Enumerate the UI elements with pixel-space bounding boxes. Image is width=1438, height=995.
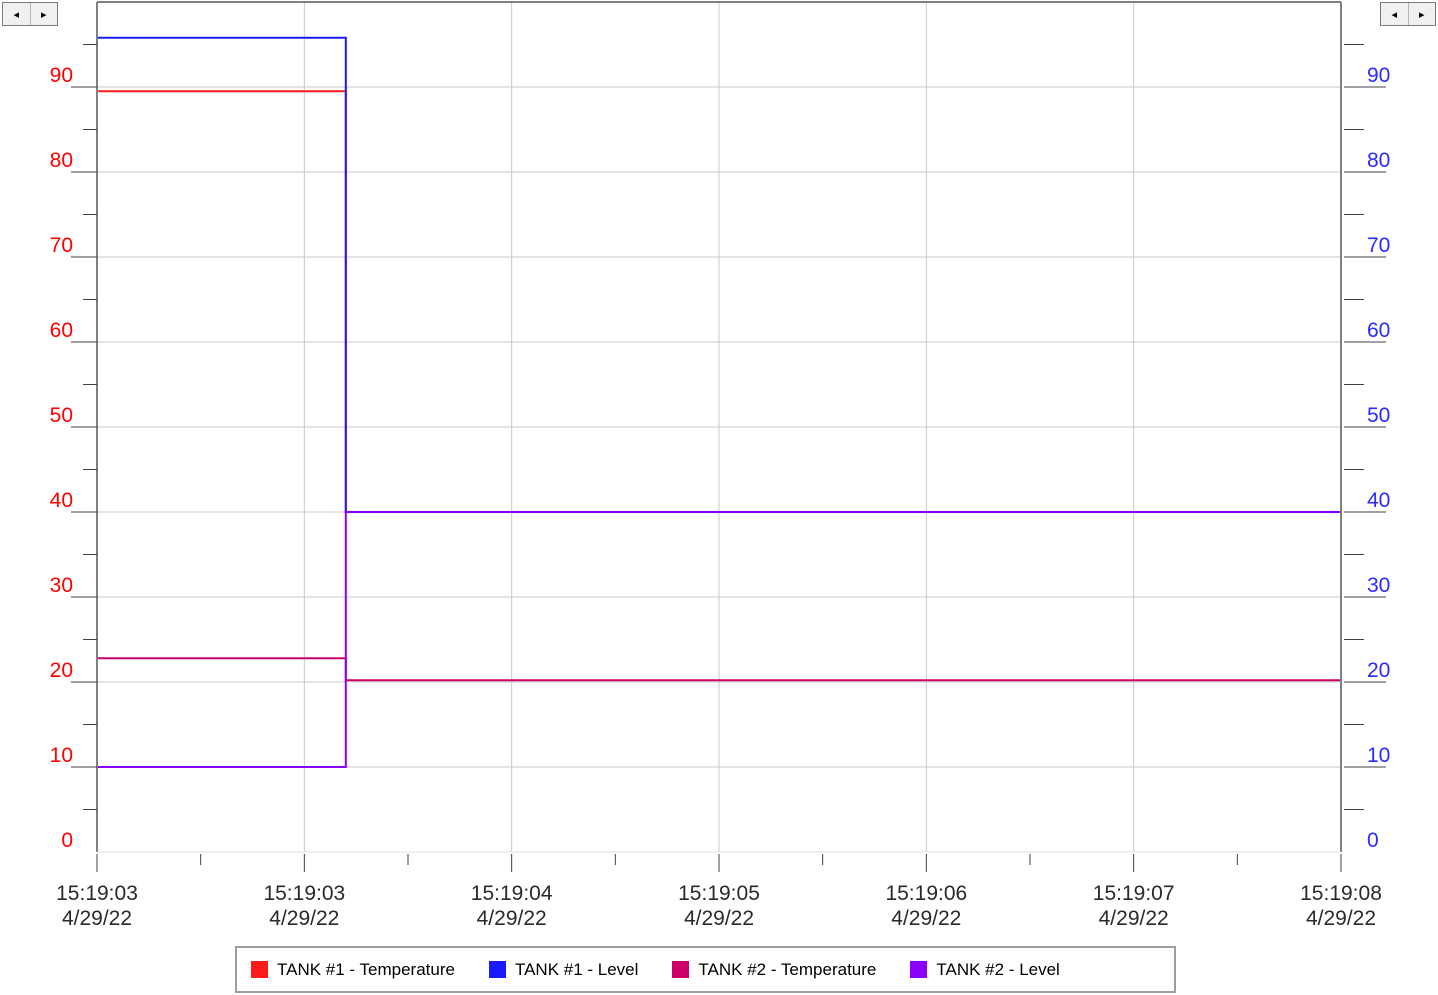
legend-label: TANK #1 - Level [514, 959, 639, 979]
scroll-right-button[interactable]: ▸ [40, 8, 47, 21]
chart-legend: TANK #1 - Temperature TANK #1 - Level TA… [235, 946, 1176, 993]
right-y-tick-label: 80 [1367, 149, 1390, 172]
right-y-tick-label: 0 [1367, 829, 1379, 852]
legend-item[interactable]: TANK #1 - Level [488, 959, 639, 980]
series-lines [97, 36, 1341, 768]
legend-label: TANK #2 - Temperature [698, 959, 877, 979]
legend-swatch [251, 961, 268, 978]
right-y-tick-label: 40 [1367, 489, 1390, 512]
right-y-tick-label: 30 [1367, 574, 1390, 597]
axes [71, 1, 1386, 872]
x-tick-date-label: 4/29/22 [684, 907, 754, 930]
chart-area: 0 10 20 30 40 50 60 70 80 90 0 10 20 30 40 50 60 70 80 90 15… [50, 1, 1391, 930]
right-y-tick-label: 70 [1367, 234, 1390, 257]
x-tick-time-label: 15:19:04 [471, 882, 553, 905]
x-tick-date-label: 4/29/22 [269, 907, 339, 930]
x-tick-time-label: 15:19:03 [263, 882, 345, 905]
right-axis-scroll-buttons: ◂ ▸ [1380, 2, 1436, 26]
x-tick-date-label: 4/29/22 [477, 907, 547, 930]
left-y-tick-label: 30 [50, 574, 73, 597]
x-tick-time-label: 15:19:05 [678, 882, 760, 905]
left-y-tick-label: 50 [50, 404, 73, 427]
right-y-tick-label: 10 [1367, 744, 1390, 767]
legend-item[interactable]: TANK #2 - Level [910, 959, 1060, 980]
left-y-tick-label: 10 [50, 744, 73, 767]
tick-labels: 0 10 20 30 40 50 60 70 80 90 0 10 20 30 40 50 60 70 80 90 15… [50, 64, 1391, 930]
right-y-tick-label: 50 [1367, 404, 1390, 427]
right-y-tick-label: 20 [1367, 659, 1390, 682]
legend-swatch [672, 961, 690, 978]
legend-item[interactable]: TANK #1 - Temperature [251, 960, 455, 980]
legend-swatch [910, 961, 928, 978]
series-line [97, 511, 1341, 768]
legend-label: TANK #1 - Temperature [277, 959, 455, 979]
x-tick-date-label: 4/29/22 [1099, 907, 1169, 930]
x-tick-date-label: 4/29/22 [62, 907, 132, 930]
left-y-tick-label: 90 [50, 64, 73, 87]
right-y-tick-label: 90 [1367, 64, 1390, 87]
left-y-tick-label: 70 [50, 234, 73, 257]
right-y-tick-label: 60 [1367, 319, 1390, 342]
left-y-tick-label: 40 [50, 489, 73, 512]
legend-label: TANK #2 - Level [936, 959, 1060, 979]
left-y-tick-label: 80 [50, 149, 73, 172]
x-tick-time-label: 15:19:07 [1093, 882, 1175, 905]
scroll-right-button[interactable]: ▸ [1418, 8, 1425, 21]
x-tick-time-label: 15:19:06 [885, 882, 967, 905]
legend-swatch [488, 961, 506, 978]
scroll-left-button[interactable]: ◂ [3, 3, 31, 25]
x-tick-time-label: 15:19:03 [56, 882, 138, 905]
scroll-left-button[interactable]: ◂ [1381, 3, 1409, 25]
x-tick-time-label: 15:19:08 [1300, 882, 1382, 905]
left-y-tick-label: 20 [50, 659, 73, 682]
x-tick-date-label: 4/29/22 [1306, 907, 1376, 930]
grid-lines [97, 2, 1341, 852]
left-y-tick-label: 60 [50, 319, 73, 342]
legend-item[interactable]: TANK #2 - Temperature [672, 960, 876, 980]
left-axis-scroll-buttons: ◂ ▸ [2, 2, 58, 26]
left-y-tick-label: 0 [61, 829, 73, 852]
x-tick-date-label: 4/29/22 [891, 907, 961, 930]
